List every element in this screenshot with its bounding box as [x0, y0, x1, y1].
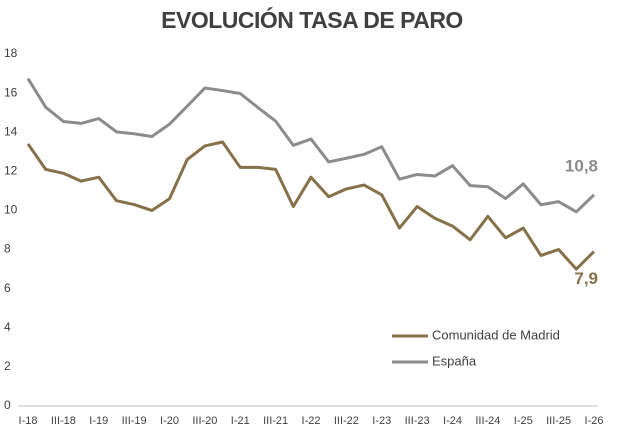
x-tick-label: III-20: [192, 415, 217, 426]
x-tick-label: I-22: [302, 415, 321, 426]
x-tick-label: I-25: [514, 415, 533, 426]
x-tick-label: III-22: [334, 415, 359, 426]
legend-label: Comunidad de Madrid: [432, 327, 560, 342]
y-tick-label: 14: [4, 124, 18, 138]
x-tick-label: I-21: [231, 415, 250, 426]
y-tick-label: 6: [4, 281, 11, 295]
y-tick-label: 2: [4, 359, 11, 373]
data-label: 7,9: [574, 269, 598, 288]
y-tick-label: 0: [4, 398, 11, 412]
y-tick-label: 4: [4, 320, 11, 334]
x-tick-label: III-18: [51, 415, 76, 426]
x-tick-label: I-24: [443, 415, 462, 426]
x-tick-label: I-19: [89, 415, 108, 426]
x-tick-label: III-19: [122, 415, 147, 426]
y-tick-label: 16: [4, 85, 18, 99]
series-line: [26, 140, 596, 271]
x-tick-label: I-20: [160, 415, 179, 426]
y-tick-label: 12: [4, 164, 18, 178]
x-tick-label: III-21: [263, 415, 288, 426]
x-tick-label: I-26: [585, 415, 604, 426]
x-tick-label: I-23: [372, 415, 391, 426]
x-tick-label: III-24: [475, 415, 500, 426]
x-tick-label: III-25: [546, 415, 571, 426]
series-line: [26, 77, 596, 214]
legend-label: España: [432, 353, 477, 368]
chart-title: EVOLUCIÓN TASA DE PARO: [161, 6, 463, 33]
y-tick-label: 10: [4, 203, 18, 217]
data-label: 10,8: [565, 156, 598, 175]
x-tick-label: III-23: [405, 415, 430, 426]
y-tick-label: 8: [4, 242, 11, 256]
y-tick-label: 18: [4, 46, 18, 60]
x-tick-label: I-18: [19, 415, 38, 426]
